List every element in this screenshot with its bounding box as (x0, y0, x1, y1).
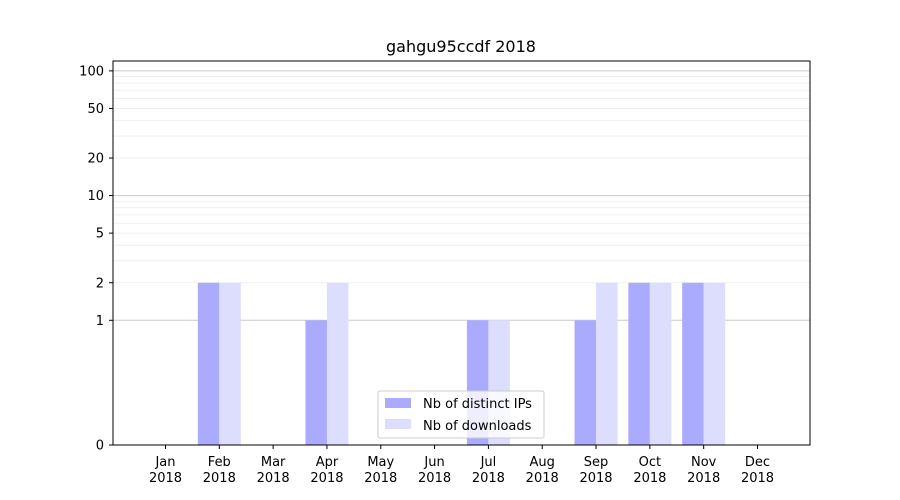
bar-distinct-ips-3 (305, 320, 327, 445)
y-tick-label: 50 (87, 102, 104, 117)
x-tick-label: Nov 2018 (687, 455, 720, 486)
x-tick-label: Apr 2018 (310, 455, 343, 486)
bar-downloads-8 (596, 282, 618, 445)
x-axis: Jan 2018 Feb 2018 Mar 2018 Apr 2018 May 2018 Jun 20… (149, 445, 774, 486)
bar-distinct-ips-10 (682, 282, 704, 445)
bar-distinct-ips-1 (197, 282, 220, 445)
bar-distinct-ips-8 (574, 320, 597, 445)
bar-downloads-10 (703, 282, 726, 445)
x-tick-label: Feb 2018 (203, 455, 236, 486)
legend-label-distinct-ips: Nb of distinct IPs (423, 397, 532, 412)
bar-distinct-ips-9 (628, 282, 650, 445)
x-tick-label: Oct 2018 (633, 455, 666, 486)
y-tick-label: 5 (96, 227, 104, 242)
x-tick-label: May 2018 (364, 455, 397, 486)
bar-downloads-3 (326, 282, 349, 445)
x-tick-label: Mar 2018 (257, 455, 290, 486)
bar-downloads-1 (219, 282, 241, 445)
x-tick-label: Jan 2018 (149, 455, 182, 486)
x-tick-label: Aug 2018 (526, 455, 559, 486)
y-tick-label: 10 (87, 189, 104, 204)
legend-box (377, 390, 545, 439)
grid (113, 70, 810, 321)
x-tick-label: Sep 2018 (579, 455, 612, 486)
y-tick-label: 2 (96, 276, 104, 291)
y-tick-label: 0 (96, 439, 104, 454)
x-tick-label: Jun 2018 (418, 455, 451, 486)
legend-label-downloads: Nb of downloads (423, 419, 532, 434)
plot-frame (112, 60, 811, 446)
legend: Nb of distinct IPs Nb of downloads (377, 390, 545, 439)
chart-title: gahgu95ccdf 2018 (386, 37, 536, 56)
y-tick-label: 1 (96, 314, 104, 329)
bar-downloads-9 (649, 282, 672, 445)
y-tick-label: 100 (79, 64, 104, 79)
legend-swatch-distinct-ips (385, 398, 411, 408)
legend-swatch-downloads (385, 419, 411, 429)
x-tick-label: Jul 2018 (472, 455, 505, 486)
y-tick-label: 20 (87, 152, 104, 167)
y-axis: 0 1 2 5 10 20 50 100 (79, 64, 113, 454)
x-tick-label: Dec 2018 (741, 455, 774, 486)
bars (197, 282, 726, 445)
